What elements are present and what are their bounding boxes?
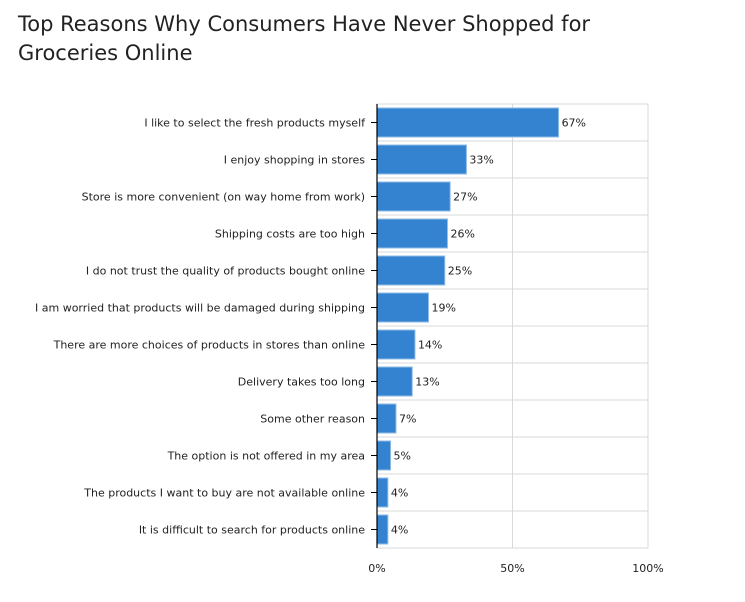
data-label: 67% [562, 117, 586, 130]
category-label: Some other reason [260, 413, 365, 426]
data-label: 4% [391, 487, 408, 500]
x-tick-label: 50% [500, 562, 524, 575]
data-label: 14% [418, 339, 442, 352]
data-label: 26% [450, 228, 474, 241]
category-label: The option is not offered in my area [167, 450, 365, 463]
bar [376, 255, 446, 286]
category-label: Delivery takes too long [238, 376, 365, 389]
bar [376, 218, 448, 249]
bar [376, 477, 389, 508]
bar [376, 107, 560, 138]
chart-title: Top Reasons Why Consumers Have Never Sho… [18, 12, 591, 65]
bar [376, 144, 467, 175]
data-label: 13% [415, 376, 439, 389]
category-label: Store is more convenient (on way home fr… [82, 191, 365, 204]
category-label: Shipping costs are too high [215, 228, 365, 241]
data-label: 33% [469, 154, 493, 167]
category-label: There are more choices of products in st… [53, 339, 366, 352]
bar [376, 292, 429, 323]
bar [376, 181, 451, 212]
bar [376, 403, 397, 434]
data-label: 4% [391, 524, 408, 537]
data-label: 5% [394, 450, 411, 463]
bar [376, 366, 413, 397]
category-label: I do not trust the quality of products b… [86, 265, 365, 278]
data-label: 27% [453, 191, 477, 204]
data-label: 25% [448, 265, 472, 278]
category-label: I am worried that products will be damag… [35, 302, 365, 315]
category-label: I enjoy shopping in stores [224, 154, 366, 167]
category-label: I like to select the fresh products myse… [144, 117, 366, 130]
data-label: 19% [431, 302, 455, 315]
category-label: It is difficult to search for products o… [139, 524, 365, 537]
x-tick-label: 100% [632, 562, 663, 575]
x-tick-label: 0% [368, 562, 385, 575]
bar [376, 329, 416, 360]
data-label: 7% [399, 413, 416, 426]
category-label: The products I want to buy are not avail… [83, 487, 365, 500]
bar [376, 514, 389, 545]
bar [376, 440, 392, 471]
